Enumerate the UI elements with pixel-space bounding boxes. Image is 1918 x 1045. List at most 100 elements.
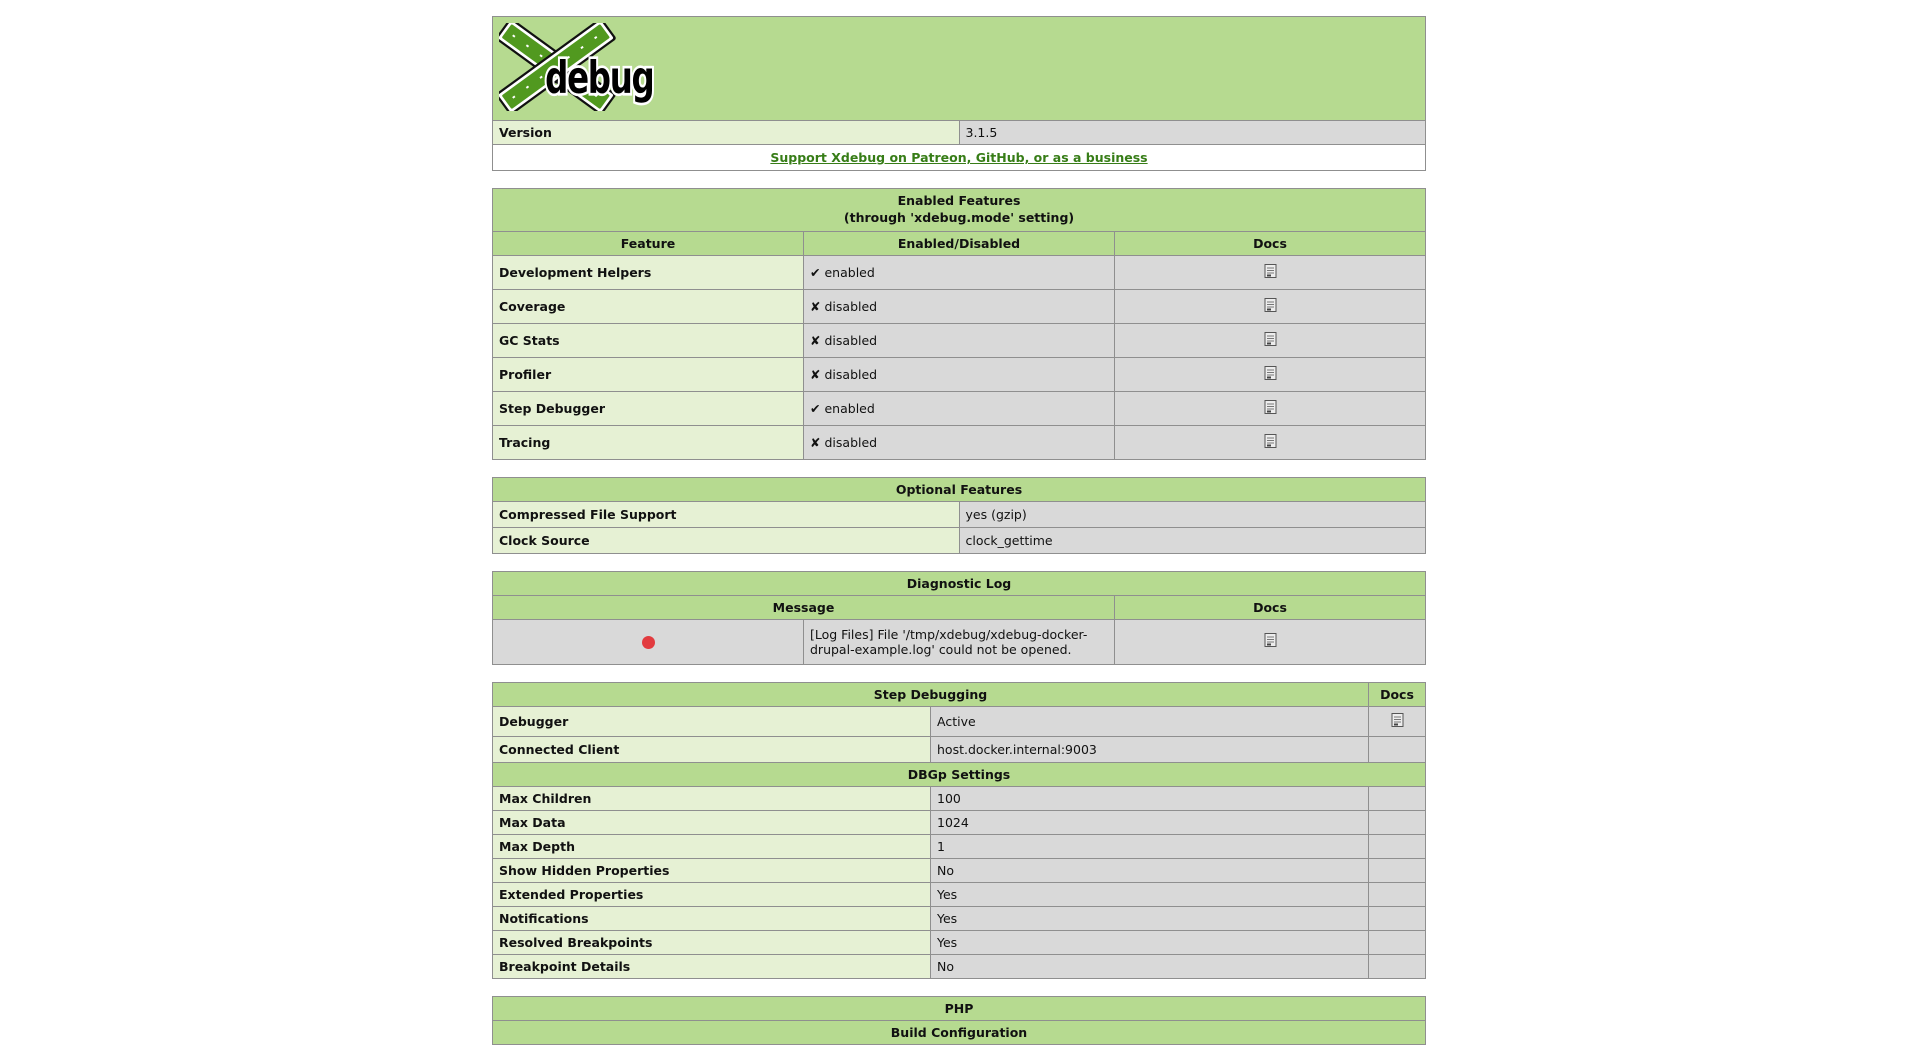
- setting-label: Max Depth: [492, 833, 931, 859]
- setting-label: Max Data: [492, 809, 931, 835]
- docs-cell-empty: [1368, 735, 1426, 763]
- table-row: Breakpoint Details No: [492, 953, 1426, 979]
- document-icon: [1264, 433, 1277, 449]
- cross-icon: ✘: [810, 366, 821, 382]
- docs-cell-empty: [1368, 905, 1426, 931]
- docs-link[interactable]: [1264, 365, 1277, 381]
- docs-link[interactable]: [1391, 712, 1404, 728]
- docs-link[interactable]: [1264, 331, 1277, 347]
- table-row: Max Depth 1: [492, 833, 1426, 859]
- feature-label: Coverage: [492, 288, 804, 324]
- table-row: Debugger Active: [492, 705, 1426, 737]
- feature-status: disabled: [824, 434, 878, 450]
- feature-status: disabled: [824, 298, 878, 314]
- cross-icon: ✘: [810, 332, 821, 348]
- docs-link[interactable]: [1264, 399, 1277, 415]
- version-value: 3.1.5: [958, 120, 1426, 145]
- feature-status: enabled: [824, 264, 875, 280]
- col-header-docs: Docs: [1368, 681, 1426, 707]
- enabled-features-title: Enabled Features (through 'xdebug.mode' …: [492, 188, 1426, 232]
- docs-cell-empty: [1368, 857, 1426, 883]
- enabled-features-title-line1: Enabled Features: [897, 193, 1021, 208]
- logo-debug-text: debug: [545, 53, 653, 104]
- docs-link[interactable]: [1264, 263, 1277, 279]
- optional-features-table: Optional Features Compressed File Suppor…: [492, 476, 1426, 554]
- support-link[interactable]: Support Xdebug on Patreon, GitHub, or as…: [770, 150, 1148, 165]
- document-icon: [1264, 331, 1277, 347]
- table-row: Compressed File Support yes (gzip): [492, 500, 1426, 528]
- table-row: Max Children 100: [492, 785, 1426, 811]
- logo-banner: debug: [492, 16, 1426, 121]
- setting-label: Notifications: [492, 905, 931, 931]
- feature-status: disabled: [824, 332, 878, 348]
- table-row: Coverage ✘ disabled: [492, 288, 1426, 324]
- table-row: Notifications Yes: [492, 905, 1426, 931]
- table-row: Clock Source clock_gettime: [492, 526, 1426, 554]
- optional-features-title: Optional Features: [492, 476, 1426, 502]
- diagnostic-log-title: Diagnostic Log: [492, 570, 1426, 596]
- table-row: Resolved Breakpoints Yes: [492, 929, 1426, 955]
- feature-label: Profiler: [492, 356, 804, 392]
- setting-value: 1: [930, 833, 1369, 859]
- col-header-docs: Docs: [1114, 230, 1426, 256]
- support-row: Support Xdebug on Patreon, GitHub, or as…: [492, 144, 1426, 171]
- docs-link[interactable]: [1264, 297, 1277, 313]
- diagnostic-log-table: Diagnostic Log Message Docs [Log Files] …: [492, 570, 1426, 665]
- table-row: Profiler ✘ disabled: [492, 356, 1426, 392]
- enabled-features-title-line2: (through 'xdebug.mode' setting): [843, 209, 1075, 225]
- xdebug-logo: debug: [495, 18, 658, 115]
- option-value: yes (gzip): [958, 500, 1426, 528]
- docs-link[interactable]: [1264, 632, 1277, 648]
- php-table: PHP Build Configuration: [492, 995, 1426, 1045]
- col-header-feature: Feature: [492, 230, 804, 256]
- cross-icon: ✘: [810, 434, 821, 450]
- setting-label: Resolved Breakpoints: [492, 929, 931, 955]
- docs-cell-empty: [1368, 785, 1426, 811]
- option-value: clock_gettime: [958, 526, 1426, 554]
- table-row: Connected Client host.docker.internal:90…: [492, 735, 1426, 763]
- option-label: Clock Source: [492, 526, 960, 554]
- col-header-docs: Docs: [1114, 594, 1426, 620]
- setting-label: Show Hidden Properties: [492, 857, 931, 883]
- setting-value: host.docker.internal:9003: [930, 735, 1369, 763]
- docs-cell-empty: [1368, 953, 1426, 979]
- setting-value: Yes: [930, 905, 1369, 931]
- setting-label: Extended Properties: [492, 881, 931, 907]
- document-icon: [1264, 365, 1277, 381]
- feature-status: enabled: [824, 400, 875, 416]
- setting-value: 1024: [930, 809, 1369, 835]
- setting-value: Yes: [930, 881, 1369, 907]
- docs-link[interactable]: [1264, 433, 1277, 449]
- table-row: Extended Properties Yes: [492, 881, 1426, 907]
- document-icon: [1264, 632, 1277, 648]
- error-dot-icon: [641, 636, 655, 650]
- xdebug-info-page: debug Version 3.1.5 Support Xdebug on Pa…: [492, 0, 1426, 1045]
- document-icon: [1264, 399, 1277, 415]
- table-row: Development Helpers ✔ enabled: [492, 254, 1426, 290]
- table-row: [Log Files] File '/tmp/xdebug/xdebug-doc…: [492, 618, 1426, 665]
- table-row: GC Stats ✘ disabled: [492, 322, 1426, 358]
- table-row: Step Debugger ✔ enabled: [492, 390, 1426, 426]
- setting-value: No: [930, 953, 1369, 979]
- log-level-cell: [492, 618, 804, 665]
- step-debugging-table: Step Debugging Docs Debugger Active Conn…: [492, 681, 1426, 979]
- setting-label: Debugger: [492, 705, 931, 737]
- feature-label: Step Debugger: [492, 390, 804, 426]
- setting-value: 100: [930, 785, 1369, 811]
- php-title: PHP: [492, 995, 1426, 1021]
- header-table: debug Version 3.1.5 Support Xdebug on Pa…: [492, 16, 1426, 171]
- enabled-features-table: Enabled Features (through 'xdebug.mode' …: [492, 188, 1426, 460]
- dbgp-settings-subheader: DBGp Settings: [492, 761, 1426, 787]
- setting-label: Breakpoint Details: [492, 953, 931, 979]
- docs-cell-empty: [1368, 833, 1426, 859]
- setting-value: No: [930, 857, 1369, 883]
- feature-label: Tracing: [492, 424, 804, 460]
- docs-cell-empty: [1368, 809, 1426, 835]
- log-message: [Log Files] File '/tmp/xdebug/xdebug-doc…: [803, 618, 1115, 665]
- option-label: Compressed File Support: [492, 500, 960, 528]
- col-header-message: Message: [492, 594, 1115, 620]
- feature-label: GC Stats: [492, 322, 804, 358]
- col-header-enabled-disabled: Enabled/Disabled: [803, 230, 1115, 256]
- setting-value: Active: [930, 705, 1369, 737]
- document-icon: [1391, 712, 1404, 728]
